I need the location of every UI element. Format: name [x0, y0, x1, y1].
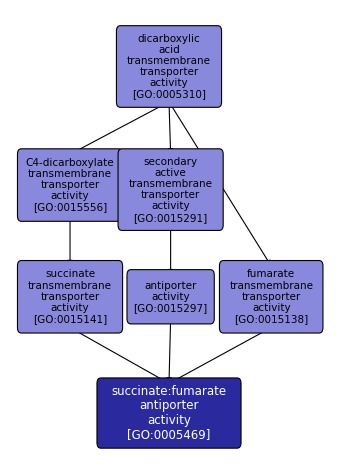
Text: succinate:fumarate
antiporter
activity
[GO:0005469]: succinate:fumarate antiporter activity […	[112, 385, 226, 441]
FancyBboxPatch shape	[18, 260, 123, 333]
Text: succinate
transmembrane
transporter
activity
[GO:0015141]: succinate transmembrane transporter acti…	[28, 269, 112, 324]
FancyBboxPatch shape	[127, 270, 214, 324]
Text: fumarate
transmembrane
transporter
activity
[GO:0015138]: fumarate transmembrane transporter activ…	[229, 269, 313, 324]
FancyBboxPatch shape	[97, 378, 241, 448]
FancyBboxPatch shape	[116, 26, 222, 107]
Text: secondary
active
transmembrane
transporter
activity
[GO:0015291]: secondary active transmembrane transport…	[129, 157, 213, 223]
FancyBboxPatch shape	[18, 149, 123, 221]
Text: C4-dicarboxylate
transmembrane
transporter
activity
[GO:0015556]: C4-dicarboxylate transmembrane transport…	[26, 158, 114, 212]
FancyBboxPatch shape	[118, 149, 223, 230]
FancyBboxPatch shape	[219, 260, 323, 333]
Text: dicarboxylic
acid
transmembrane
transporter
activity
[GO:0005310]: dicarboxylic acid transmembrane transpor…	[127, 34, 211, 99]
Text: antiporter
activity
[GO:0015297]: antiporter activity [GO:0015297]	[134, 281, 208, 313]
